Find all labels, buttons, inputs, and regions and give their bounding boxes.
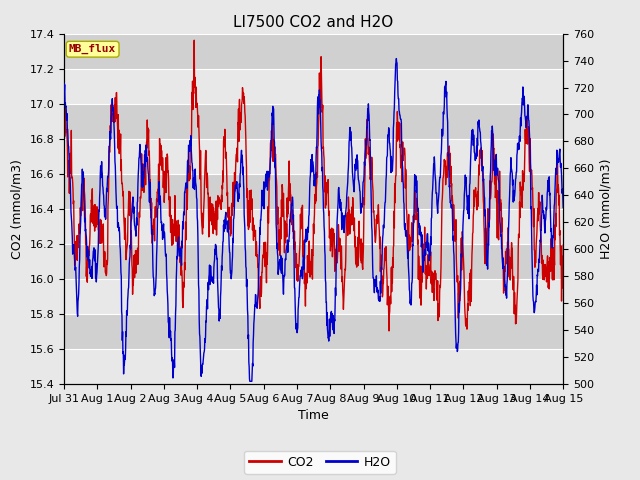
Bar <box>64 209 563 244</box>
Bar <box>64 34 563 69</box>
Bar <box>64 314 563 349</box>
Bar <box>64 174 563 209</box>
Title: LI7500 CO2 and H2O: LI7500 CO2 and H2O <box>234 15 394 30</box>
Bar <box>64 69 563 104</box>
Text: MB_flux: MB_flux <box>69 44 116 54</box>
Bar <box>64 349 563 384</box>
Bar <box>64 139 563 174</box>
Y-axis label: CO2 (mmol/m3): CO2 (mmol/m3) <box>11 159 24 259</box>
X-axis label: Time: Time <box>298 409 329 422</box>
Bar <box>64 279 563 314</box>
Legend: CO2, H2O: CO2, H2O <box>244 451 396 474</box>
Bar <box>64 104 563 139</box>
Y-axis label: H2O (mmol/m3): H2O (mmol/m3) <box>600 158 612 259</box>
Bar <box>64 244 563 279</box>
